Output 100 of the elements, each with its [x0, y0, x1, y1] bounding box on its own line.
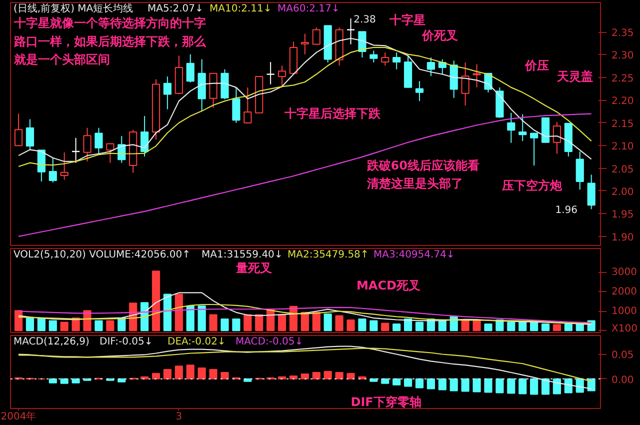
bar [392, 324, 401, 332]
candlestick [507, 112, 516, 144]
y-tick-label: 2.20 [612, 96, 634, 108]
annotation: 十字星 [388, 12, 426, 27]
candlestick [312, 26, 320, 46]
bar [438, 378, 446, 390]
bar [232, 318, 240, 332]
bar [163, 294, 172, 332]
candlestick [48, 157, 57, 183]
bar [438, 320, 446, 332]
bar [461, 378, 470, 392]
x-tick-label: 3 [176, 412, 182, 422]
bar [358, 318, 366, 332]
bar [83, 310, 92, 332]
bar [518, 378, 527, 394]
bar [415, 378, 424, 388]
bar [335, 315, 344, 332]
candlestick [140, 116, 149, 157]
x-tick-label: 2004年 [0, 410, 36, 422]
bar [186, 364, 194, 380]
candlestick [300, 33, 309, 55]
candlestick [26, 118, 34, 150]
bar [300, 373, 309, 380]
candlestick [370, 50, 378, 63]
bar [484, 378, 492, 393]
y-tick-label: 2.05 [612, 164, 634, 176]
bar [404, 378, 412, 387]
y-tick-label: 2.10 [612, 142, 634, 153]
bar [60, 378, 68, 384]
candlestick [530, 132, 538, 166]
candlestick [381, 52, 390, 66]
bar [14, 310, 23, 332]
bar [404, 318, 412, 332]
series-label: DIF:-0.05↓ [100, 336, 153, 348]
bar [220, 318, 229, 332]
candlestick [186, 54, 194, 83]
bar [472, 378, 481, 392]
bar [381, 378, 390, 384]
bar [220, 372, 229, 380]
annotation: 价死叉 [420, 28, 458, 42]
bar [346, 372, 355, 380]
bar [335, 372, 344, 380]
bar [324, 371, 332, 380]
text: MA5:2.07↓ [148, 4, 204, 14]
bar [415, 322, 424, 332]
bar [244, 378, 252, 382]
candlestick [415, 80, 424, 102]
annotation: 跌破60线后应该能看清楚这里是头部了 [366, 158, 480, 190]
bar [60, 322, 68, 332]
candlestick [461, 62, 470, 106]
bar [496, 378, 504, 394]
y-tick-label: 2000 [612, 286, 637, 298]
y-tick-label: 2.15 [612, 118, 634, 130]
candlestick [106, 143, 114, 164]
bar [26, 318, 34, 332]
candlestick [244, 86, 252, 124]
candlestick [83, 127, 92, 162]
y-tick-label: 0.05 [612, 350, 634, 362]
bar [209, 314, 218, 332]
bar [106, 320, 114, 332]
annotation: 2.38 [354, 14, 376, 26]
candlestick [14, 113, 23, 146]
bar [564, 324, 572, 332]
bar [48, 320, 57, 332]
bar [461, 320, 470, 332]
bar [163, 369, 172, 380]
candlestick [232, 86, 240, 124]
y-tick-label: 2.25 [612, 73, 634, 84]
bar [37, 318, 46, 332]
y-tick-label: 3000 [612, 267, 637, 278]
bar [209, 369, 218, 380]
candlestick [163, 76, 172, 110]
candlestick [552, 121, 562, 154]
candlestick [37, 150, 46, 182]
y-tick-label: 0.00 [612, 374, 634, 386]
text: MA60:2.17↓ [278, 4, 340, 14]
candlestick [587, 174, 596, 210]
annotation: 1.96 [555, 205, 578, 216]
candlestick [426, 56, 435, 77]
annotation: 十字星就像一个等待选择方向的十字路口一样，如果后期选择下跌，那么就是一个头部区间 [12, 16, 207, 67]
annotation: MACD:-0.05↓ [236, 336, 304, 348]
bar [472, 320, 481, 332]
text: MA3:40954.74↓ [374, 250, 455, 260]
bar [174, 366, 183, 380]
bar [324, 313, 332, 332]
bar [152, 270, 160, 332]
bar [94, 320, 103, 332]
bar [370, 378, 378, 382]
y-tick-label: 2.30 [612, 50, 634, 62]
text: MA2:35479.58↑ [288, 250, 369, 260]
bar [244, 314, 252, 332]
bar [552, 324, 562, 332]
bar [48, 378, 57, 384]
bar [507, 378, 516, 394]
text: MA10:2.11↓ [210, 4, 272, 14]
line-series [18, 292, 592, 325]
y-tick-label: 1000 [612, 306, 637, 317]
bar [278, 314, 286, 332]
candlestick [94, 127, 103, 156]
bar [541, 324, 550, 332]
